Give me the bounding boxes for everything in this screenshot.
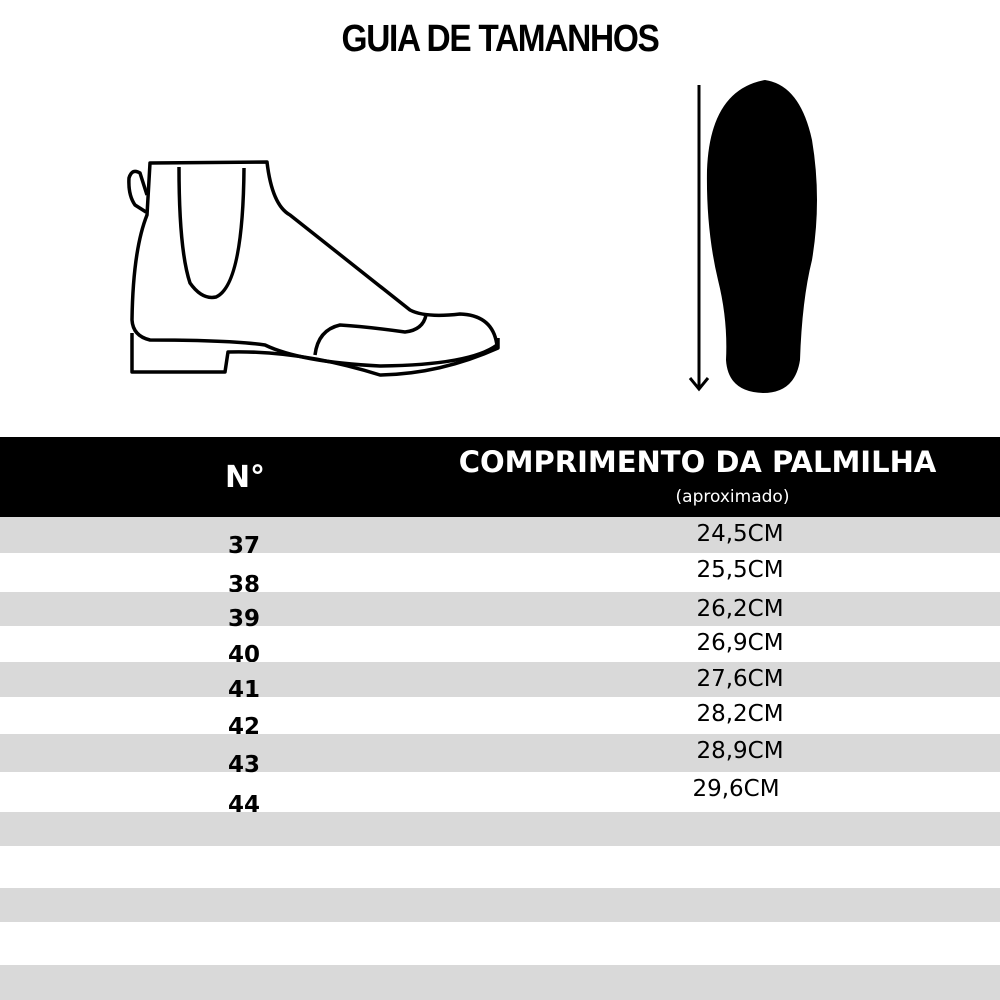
size-column-header: N° xyxy=(224,460,266,495)
insole-icon xyxy=(706,80,817,393)
size-cell: 37 xyxy=(227,533,260,559)
length-cell: 29,6CM xyxy=(692,776,780,802)
table-header: N° COMPRIMENTO DA PALMILHA (aproximado) xyxy=(0,437,1000,517)
length-cell: 27,6CM xyxy=(696,666,784,692)
table-row: 37 24,5CM xyxy=(0,517,1000,559)
table-row: 41 27,6CM xyxy=(0,662,1000,703)
arrow-down-icon xyxy=(688,85,710,392)
length-column-note: (aproximado) xyxy=(675,487,790,507)
table-row: 40 26,9CM xyxy=(0,626,1000,668)
empty-row xyxy=(0,965,1000,1000)
illustrations xyxy=(127,80,817,393)
empty-row xyxy=(0,888,1000,922)
empty-row xyxy=(0,812,1000,846)
table-row: 44 29,6CM xyxy=(0,772,1000,818)
table-row: 43 28,9CM xyxy=(0,734,1000,778)
length-cell: 25,5CM xyxy=(696,557,784,583)
boot-icon xyxy=(127,160,500,377)
length-cell: 24,5CM xyxy=(696,521,784,547)
size-cell: 43 xyxy=(227,752,260,778)
size-cell: 39 xyxy=(227,606,260,632)
table-row: 42 28,2CM xyxy=(0,697,1000,740)
page-title: GUIA DE TAMANHOS xyxy=(341,18,660,60)
length-cell: 26,9CM xyxy=(696,630,784,656)
length-cell: 26,2CM xyxy=(696,596,784,622)
length-cell: 28,2CM xyxy=(696,701,784,727)
table-row: 38 25,5CM xyxy=(0,553,1000,598)
size-cell: 41 xyxy=(227,677,260,703)
length-column-header: COMPRIMENTO DA PALMILHA xyxy=(458,445,937,479)
table-row: 39 26,2CM xyxy=(0,592,1000,632)
length-cell: 28,9CM xyxy=(696,738,784,764)
